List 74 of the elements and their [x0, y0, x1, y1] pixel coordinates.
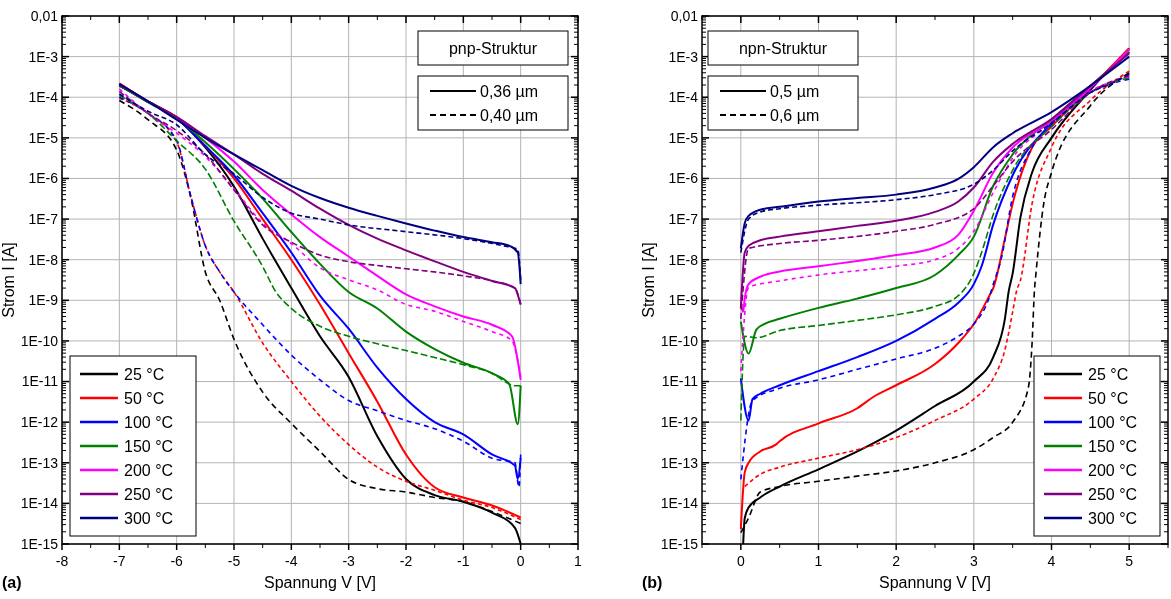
x-tick-label: -6: [170, 553, 184, 569]
x-tick-label: 0: [516, 553, 525, 569]
x-tick-label: -5: [227, 553, 241, 569]
y-axis-title: Strom I [A]: [0, 242, 17, 318]
legend-label: 100 °C: [1088, 413, 1138, 431]
y-tick-label: 1E-14: [660, 495, 699, 512]
y-tick-label: 1E-10: [20, 332, 59, 349]
x-axis-title: Spannung V [V]: [878, 574, 992, 591]
x-tick-label: -3: [342, 553, 356, 569]
style-key-box: 0,36 µm 0,40 µm: [417, 75, 569, 131]
y-axis-title: Strom I [A]: [640, 242, 657, 318]
y-tick-label: 1E-13: [660, 454, 699, 471]
y-tick-label: 1E-8: [28, 251, 59, 268]
y-tick-label: 1E-11: [661, 373, 699, 390]
legend-label: 50 °C: [124, 389, 165, 407]
x-axis-title: Spannung V [V]: [263, 574, 377, 591]
y-tick-label: 1E-9: [668, 292, 699, 309]
y-tick-label: 0,01: [670, 7, 699, 24]
x-tick-label: -8: [55, 553, 69, 569]
x-tick-label: -4: [285, 553, 298, 569]
y-tick-label: 1E-3: [28, 48, 59, 65]
y-tick-label: 1E-13: [20, 454, 59, 471]
y-tick-label: 1E-8: [668, 251, 699, 268]
y-tick-label: 1E-9: [28, 292, 59, 309]
x-tick-label: 3: [969, 553, 978, 569]
legend-label: 200 °C: [124, 461, 174, 479]
legend-label: 100 °C: [124, 413, 174, 431]
x-tick-label: -1: [457, 553, 470, 569]
y-tick-label: 1E-5: [668, 129, 699, 146]
y-tick-label: 1E-12: [660, 414, 699, 431]
x-tick-label: 1: [814, 553, 823, 569]
x-tick-label: 5: [1125, 553, 1134, 569]
annotation: pnp-Struktur: [448, 39, 538, 57]
x-tick-label: -2: [399, 553, 413, 569]
y-tick-label: 1E-12: [20, 414, 59, 431]
caption-box: npn-Struktur: [707, 30, 859, 66]
text: (a): [2, 574, 22, 591]
y-tick-label: 1E-6: [28, 170, 59, 187]
annotation: 0,5 µm: [770, 82, 820, 100]
legend-label: 150 °C: [1088, 437, 1138, 455]
annotation: 0,6 µm: [770, 106, 820, 124]
y-tick-label: 1E-10: [660, 332, 699, 349]
y-tick-label: 1E-7: [668, 210, 699, 227]
y-tick-label: 1E-3: [668, 48, 699, 65]
y-tick-label: 1E-5: [28, 129, 59, 146]
legend-label: 300 °C: [1088, 509, 1138, 527]
x-tick-label: 2: [892, 553, 901, 569]
caption-box: pnp-Struktur: [417, 30, 569, 66]
annotation: 0,36 µm: [480, 82, 539, 100]
x-tick-label: 4: [1047, 553, 1056, 569]
y-tick-label: 1E-4: [668, 89, 699, 106]
annotation: npn-Struktur: [738, 39, 828, 57]
legend-label: 150 °C: [124, 437, 174, 455]
style-key-box: 0,5 µm 0,6 µm: [707, 75, 859, 131]
text: (b): [642, 574, 663, 591]
x-tick-label: 1: [574, 553, 583, 569]
legend-label: 25 °C: [124, 365, 165, 383]
y-tick-label: 1E-4: [28, 89, 59, 106]
legend-label: 50 °C: [1088, 389, 1129, 407]
y-tick-label: 1E-15: [20, 535, 59, 552]
legend-label: 250 °C: [124, 485, 174, 503]
y-tick-label: 1E-14: [20, 495, 59, 512]
y-tick-label: 1E-11: [21, 373, 59, 390]
legend-label: 25 °C: [1088, 365, 1129, 383]
x-tick-label: -7: [113, 553, 126, 569]
legend-label: 300 °C: [124, 509, 174, 527]
y-tick-label: 0,01: [30, 7, 59, 24]
y-tick-label: 1E-7: [28, 210, 59, 227]
annotation: 0,40 µm: [480, 106, 539, 124]
x-tick-label: 0: [736, 553, 745, 569]
legend-label: 200 °C: [1088, 461, 1138, 479]
y-tick-label: 1E-15: [660, 535, 699, 552]
y-tick-label: 1E-6: [668, 170, 699, 187]
legend-label: 250 °C: [1088, 485, 1138, 503]
